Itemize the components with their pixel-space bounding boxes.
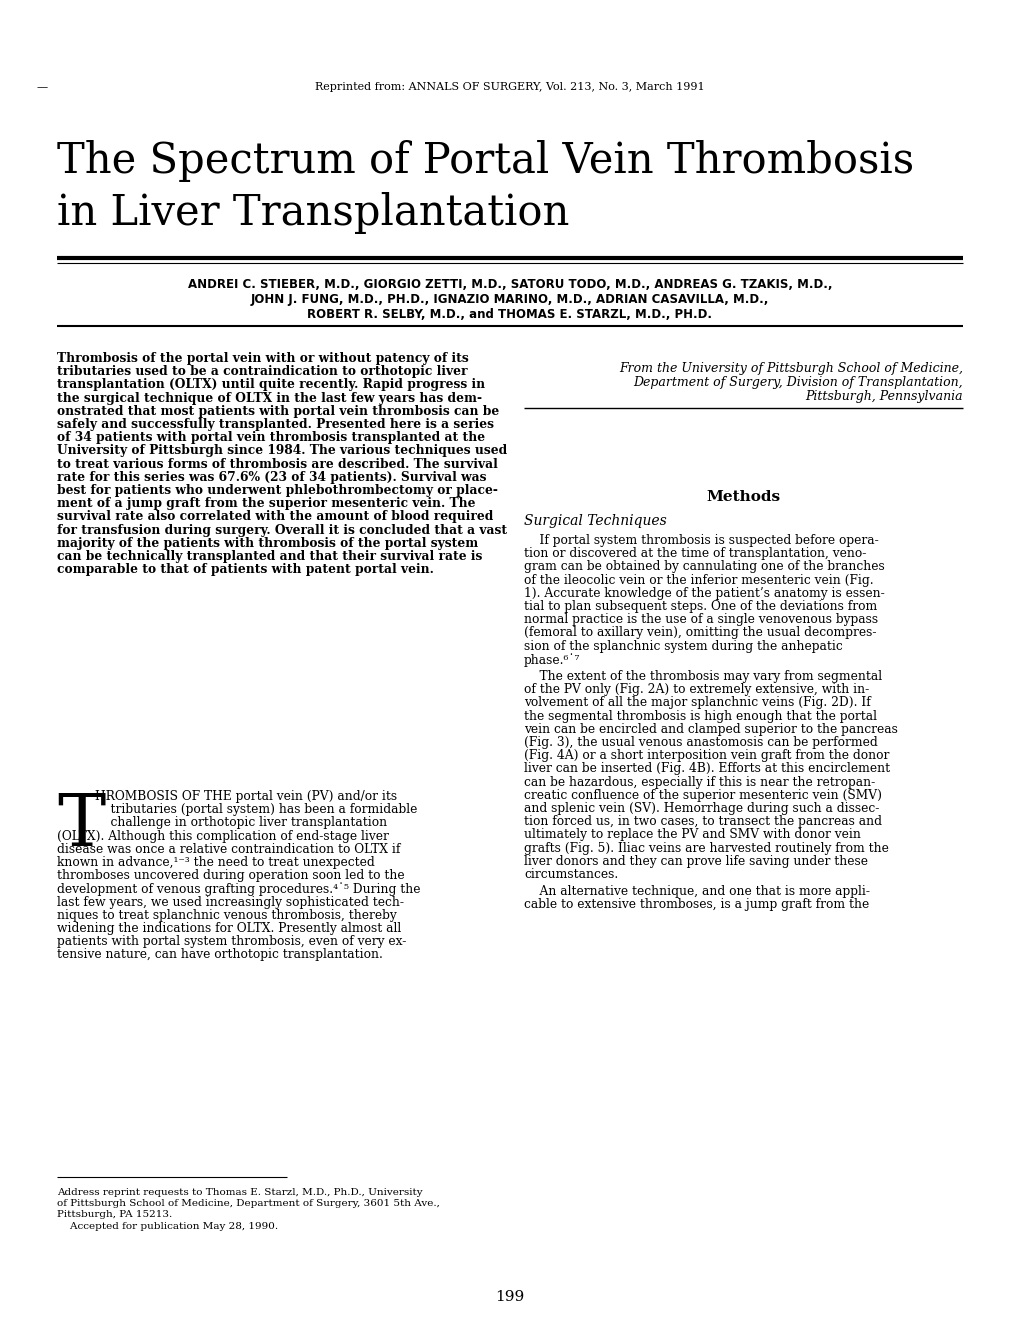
Text: The Spectrum of Portal Vein Thrombosis: The Spectrum of Portal Vein Thrombosis [57,140,913,181]
Text: development of venous grafting procedures.⁴˙⁵ During the: development of venous grafting procedure… [57,882,420,896]
Text: of Pittsburgh School of Medicine, Department of Surgery, 3601 5th Ave.,: of Pittsburgh School of Medicine, Depart… [57,1200,439,1207]
Text: of the PV only (Fig. 2A) to extremely extensive, with in-: of the PV only (Fig. 2A) to extremely ex… [524,683,868,696]
Text: ultimately to replace the PV and SMV with donor vein: ultimately to replace the PV and SMV wit… [524,829,860,841]
Text: normal practice is the use of a single venovenous bypass: normal practice is the use of a single v… [524,613,877,626]
Text: tial to plan subsequent steps. One of the deviations from: tial to plan subsequent steps. One of th… [524,600,876,613]
Text: From the University of Pittsburgh School of Medicine,: From the University of Pittsburgh School… [619,361,962,375]
Text: The extent of the thrombosis may vary from segmental: The extent of the thrombosis may vary fr… [524,670,881,683]
Text: University of Pittsburgh since 1984. The various techniques used: University of Pittsburgh since 1984. The… [57,445,506,457]
Text: circumstances.: circumstances. [524,869,618,880]
Text: in Liver Transplantation: in Liver Transplantation [57,192,569,234]
Text: the surgical technique of OLTX in the last few years has dem-: the surgical technique of OLTX in the la… [57,392,482,405]
Text: liver donors and they can prove life saving under these: liver donors and they can prove life sav… [524,855,867,867]
Text: ROBERT R. SELBY, M.D., and THOMAS E. STARZL, M.D., PH.D.: ROBERT R. SELBY, M.D., and THOMAS E. STA… [307,308,712,320]
Text: tributaries (portal system) has been a formidable: tributaries (portal system) has been a f… [95,804,417,816]
Text: gram can be obtained by cannulating one of the branches: gram can be obtained by cannulating one … [524,560,883,573]
Text: (Fig. 4A) or a short interposition vein graft from the donor: (Fig. 4A) or a short interposition vein … [524,749,889,763]
Text: (femoral to axillary vein), omitting the usual decompres-: (femoral to axillary vein), omitting the… [524,626,875,639]
Text: (Fig. 3), the usual venous anastomosis can be performed: (Fig. 3), the usual venous anastomosis c… [524,736,877,749]
Text: 1). Accurate knowledge of the patient’s anatomy is essen-: 1). Accurate knowledge of the patient’s … [524,587,883,600]
Text: safely and successfully transplanted. Presented here is a series: safely and successfully transplanted. Pr… [57,418,493,432]
Text: liver can be inserted (Fig. 4B). Efforts at this encirclement: liver can be inserted (Fig. 4B). Efforts… [524,763,890,776]
Text: —: — [37,82,48,91]
Text: survival rate also correlated with the amount of blood required: survival rate also correlated with the a… [57,510,493,523]
Text: cable to extensive thromboses, is a jump graft from the: cable to extensive thromboses, is a jump… [524,899,868,911]
Text: comparable to that of patients with patent portal vein.: comparable to that of patients with pate… [57,563,433,576]
Text: Reprinted from: ANNALS OF SURGERY, Vol. 213, No. 3, March 1991: Reprinted from: ANNALS OF SURGERY, Vol. … [315,82,704,91]
Text: (OLTX). Although this complication of end-stage liver: (OLTX). Although this complication of en… [57,830,388,842]
Text: tensive nature, can have orthotopic transplantation.: tensive nature, can have orthotopic tran… [57,948,382,961]
Text: 199: 199 [495,1290,524,1304]
Text: tion or discovered at the time of transplantation, veno-: tion or discovered at the time of transp… [524,547,865,560]
Text: Thrombosis of the portal vein with or without patency of its: Thrombosis of the portal vein with or wi… [57,352,469,365]
Text: ment of a jump graft from the superior mesenteric vein. The: ment of a jump graft from the superior m… [57,498,475,510]
Text: grafts (Fig. 5). Iliac veins are harvested routinely from the: grafts (Fig. 5). Iliac veins are harvest… [524,842,888,854]
Text: An alternative technique, and one that is more appli-: An alternative technique, and one that i… [524,886,869,898]
Text: for transfusion during surgery. Overall it is concluded that a vast: for transfusion during surgery. Overall … [57,523,506,536]
Text: majority of the patients with thrombosis of the portal system: majority of the patients with thrombosis… [57,536,478,549]
Text: vein can be encircled and clamped superior to the pancreas: vein can be encircled and clamped superi… [524,723,897,736]
Text: and splenic vein (SV). Hemorrhage during such a dissec-: and splenic vein (SV). Hemorrhage during… [524,802,878,816]
Text: Accepted for publication May 28, 1990.: Accepted for publication May 28, 1990. [57,1222,278,1231]
Text: can be technically transplanted and that their survival rate is: can be technically transplanted and that… [57,549,482,563]
Text: thromboses uncovered during operation soon led to the: thromboses uncovered during operation so… [57,869,405,882]
Text: onstrated that most patients with portal vein thrombosis can be: onstrated that most patients with portal… [57,405,498,418]
Text: widening the indications for OLTX. Presently almost all: widening the indications for OLTX. Prese… [57,922,400,935]
Text: rate for this series was 67.6% (23 of 34 patients). Survival was: rate for this series was 67.6% (23 of 34… [57,471,486,483]
Text: patients with portal system thrombosis, even of very ex-: patients with portal system thrombosis, … [57,935,406,948]
Text: transplantation (OLTX) until quite recently. Rapid progress in: transplantation (OLTX) until quite recen… [57,379,485,392]
Text: the segmental thrombosis is high enough that the portal: the segmental thrombosis is high enough … [524,710,876,723]
Text: T: T [57,790,105,861]
Text: can be hazardous, especially if this is near the retropan-: can be hazardous, especially if this is … [524,776,874,789]
Text: known in advance,¹⁻³ the need to treat unexpected: known in advance,¹⁻³ the need to treat u… [57,857,374,869]
Text: best for patients who underwent phlebothrombectomy or place-: best for patients who underwent phleboth… [57,485,497,496]
Text: Methods: Methods [706,490,780,504]
Text: ANDREI C. STIEBER, M.D., GIORGIO ZETTI, M.D., SATORU TODO, M.D., ANDREAS G. TZAK: ANDREI C. STIEBER, M.D., GIORGIO ZETTI, … [187,278,832,291]
Text: If portal system thrombosis is suspected before opera-: If portal system thrombosis is suspected… [524,534,878,547]
Text: of the ileocolic vein or the inferior mesenteric vein (Fig.: of the ileocolic vein or the inferior me… [524,573,872,587]
Text: Surgical Techniques: Surgical Techniques [524,514,666,528]
Text: niques to treat splanchnic venous thrombosis, thereby: niques to treat splanchnic venous thromb… [57,908,396,922]
Text: Pittsburgh, PA 15213.: Pittsburgh, PA 15213. [57,1210,172,1219]
Text: sion of the splanchnic system during the anhepatic: sion of the splanchnic system during the… [524,639,842,653]
Text: HROMBOSIS OF THE portal vein (PV) and/or its: HROMBOSIS OF THE portal vein (PV) and/or… [95,790,396,802]
Text: to treat various forms of thrombosis are described. The survival: to treat various forms of thrombosis are… [57,458,497,470]
Text: tion forced us, in two cases, to transect the pancreas and: tion forced us, in two cases, to transec… [524,816,881,829]
Text: volvement of all the major splanchnic veins (Fig. 2D). If: volvement of all the major splanchnic ve… [524,696,870,710]
Text: Pittsburgh, Pennsylvania: Pittsburgh, Pennsylvania [805,391,962,402]
Text: disease was once a relative contraindication to OLTX if: disease was once a relative contraindica… [57,843,400,855]
Text: Address reprint requests to Thomas E. Starzl, M.D., Ph.D., University: Address reprint requests to Thomas E. St… [57,1188,422,1197]
Text: JOHN J. FUNG, M.D., PH.D., IGNAZIO MARINO, M.D., ADRIAN CASAVILLA, M.D.,: JOHN J. FUNG, M.D., PH.D., IGNAZIO MARIN… [251,293,768,306]
Text: challenge in orthotopic liver transplantation: challenge in orthotopic liver transplant… [95,817,387,829]
Text: creatic confluence of the superior mesenteric vein (SMV): creatic confluence of the superior mesen… [524,789,881,802]
Text: last few years, we used increasingly sophisticated tech-: last few years, we used increasingly sop… [57,895,404,908]
Text: of 34 patients with portal vein thrombosis transplanted at the: of 34 patients with portal vein thrombos… [57,432,485,444]
Text: Department of Surgery, Division of Transplantation,: Department of Surgery, Division of Trans… [633,376,962,389]
Text: tributaries used to be a contraindication to orthotopic liver: tributaries used to be a contraindicatio… [57,365,467,379]
Text: phase.⁶˙⁷: phase.⁶˙⁷ [524,653,580,667]
